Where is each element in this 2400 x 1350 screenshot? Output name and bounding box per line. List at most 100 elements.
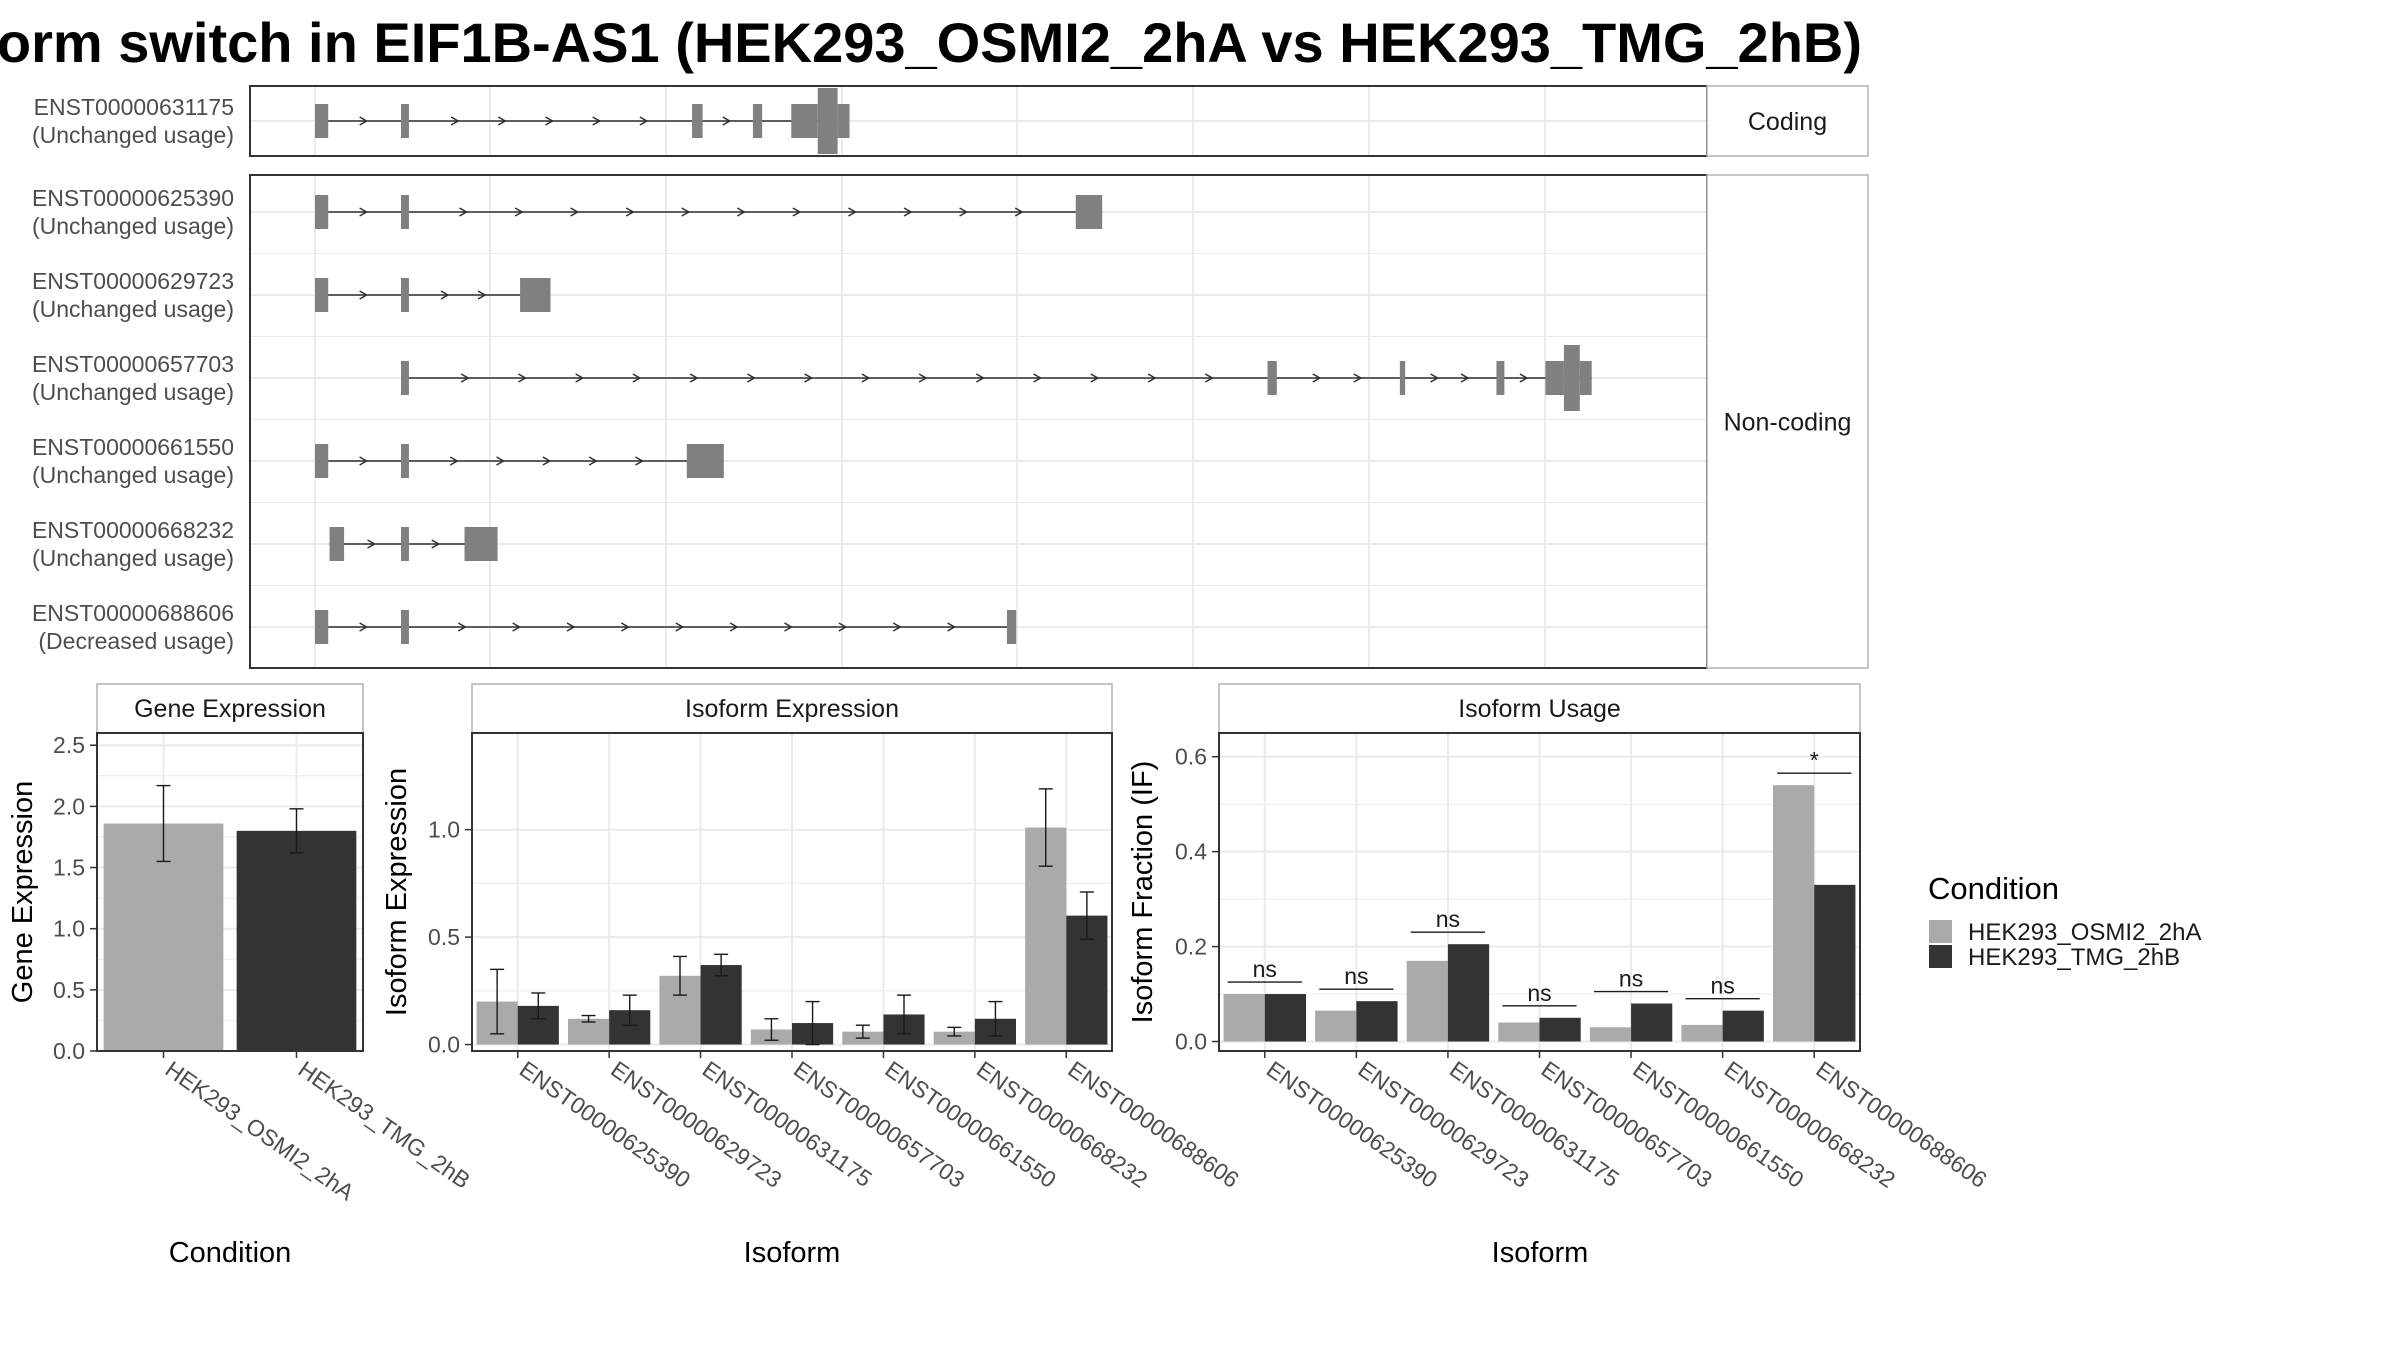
exon-block <box>791 104 818 138</box>
transcript-ENST00000668232: ENST00000668232(Unchanged usage) <box>32 517 498 571</box>
x-tick-label: ENST00000668232 <box>1720 1056 1900 1193</box>
intron-direction-arrow <box>903 207 913 217</box>
intron-direction-arrow <box>545 116 555 126</box>
y-tick-label: 1.0 <box>428 817 460 843</box>
transcript-id-label: ENST00000629723 <box>32 268 234 294</box>
intron-direction-arrow <box>947 622 957 632</box>
intron-direction-arrow <box>861 373 871 383</box>
bar-ENST00000668232-HEK293_TMG_2hB <box>1722 1010 1764 1042</box>
intron-direction-arrow <box>542 456 552 466</box>
y-tick-label: 1.5 <box>53 855 85 881</box>
x-tick-label: ENST00000657703 <box>1537 1056 1717 1193</box>
intron-direction-arrow <box>1312 373 1322 383</box>
y-tick-label: 0.5 <box>428 924 460 950</box>
structure-plot-background <box>250 175 1707 668</box>
intron-direction-arrow <box>1033 373 1043 383</box>
intron-direction-arrow <box>625 207 635 217</box>
exon-block <box>329 527 345 561</box>
intron-direction-arrow <box>449 456 459 466</box>
intron-direction-arrow <box>431 539 441 549</box>
y-tick-label: 0.5 <box>53 977 85 1003</box>
bar-ENST00000661550-HEK293_TMG_2hB <box>1631 1003 1673 1042</box>
exon-block <box>400 104 409 138</box>
legend-item-label: HEK293_TMG_2hB <box>1968 944 2180 971</box>
intron-direction-arrow <box>459 207 469 217</box>
intron-direction-arrow <box>736 207 746 217</box>
intron-direction-arrow <box>460 373 470 383</box>
panel-strip-title: Gene Expression <box>134 695 326 723</box>
transcript-id-label: ENST00000668232 <box>32 517 234 543</box>
transcript-usage-label: (Decreased usage) <box>38 628 234 654</box>
y-axis-title: Isoform Fraction (IF) <box>1127 761 1159 1024</box>
exon-block <box>400 527 409 561</box>
intron-direction-arrow <box>639 116 649 126</box>
plot-border <box>96 732 364 1052</box>
x-tick-label: ENST00000629723 <box>606 1056 786 1193</box>
intron-direction-arrow <box>575 373 585 383</box>
intron-direction-arrow <box>1430 373 1440 383</box>
intron-direction-arrow <box>729 622 739 632</box>
exon-block <box>400 610 409 644</box>
intron-direction-arrow <box>359 116 369 126</box>
intron-direction-arrow <box>792 207 802 217</box>
panel-strip-title: Isoform Usage <box>1458 695 1621 723</box>
intron-direction-arrow <box>804 373 814 383</box>
intron-direction-arrow <box>681 207 691 217</box>
x-tick-label: ENST00000629723 <box>1353 1056 1533 1193</box>
exon-block <box>1496 361 1505 395</box>
y-tick-label: 2.5 <box>53 732 85 758</box>
intron-direction-arrow <box>959 207 969 217</box>
figure-title-text: Isoform switch in EIF1B-AS1 (HEK293_OSMI… <box>0 11 1862 74</box>
intron-direction-arrow <box>632 373 642 383</box>
panel-strip-title: Isoform Expression <box>685 695 899 723</box>
intron-direction-arrow <box>722 116 732 126</box>
isoform-expression-panel: Isoform Expression 0.0 0.5 1.0 ENST000006253… <box>381 683 1244 1269</box>
bar-ENST00000629723-HEK293_OSMI2_2hA <box>568 1018 610 1045</box>
x-tick-label: ENST00000661550 <box>1628 1056 1808 1193</box>
intron-direction-arrow <box>512 622 522 632</box>
intron-direction-arrow <box>675 622 685 632</box>
bar-ENST00000629723-HEK293_TMG_2hB <box>1356 1001 1398 1042</box>
bar-ENST00000688606-HEK293_OSMI2_2hA <box>1773 785 1815 1042</box>
intron-direction-arrow <box>1519 373 1529 383</box>
intron-direction-arrow <box>635 456 644 466</box>
intron-direction-arrow <box>367 539 377 549</box>
intron-direction-arrow <box>518 373 527 383</box>
intron-direction-arrow <box>975 373 985 383</box>
x-tick-label: ENST00000688606 <box>1811 1056 1991 1193</box>
y-tick-label: 0.6 <box>1175 744 1207 770</box>
structure-strip-label: Coding <box>1748 108 1827 136</box>
bar-ENST00000688606-HEK293_TMG_2hB <box>1814 884 1856 1042</box>
exon-block <box>752 104 763 138</box>
figure-title: Isoform switch in EIF1B-AS1 (HEK293_OSMI… <box>0 8 1862 78</box>
x-tick-label: ENST00000688606 <box>1063 1056 1243 1193</box>
bar-ENST00000661550-HEK293_OSMI2_2hA <box>1589 1027 1632 1042</box>
legend-swatch <box>1929 945 1952 968</box>
x-axis-title: Condition <box>169 1237 292 1269</box>
bar-ENST00000668232-HEK293_OSMI2_2hA <box>1681 1024 1723 1042</box>
transcript-id-label: ENST00000625390 <box>32 185 234 211</box>
intron-direction-arrow <box>689 373 699 383</box>
legend-swatch <box>1929 920 1952 943</box>
y-tick-label: 2.0 <box>53 793 85 819</box>
intron-direction-arrow <box>440 290 450 300</box>
exon-block <box>1267 361 1277 395</box>
intron-direction-arrow <box>1147 373 1157 383</box>
intron-direction-arrow <box>1090 373 1100 383</box>
structure-strip-label: Non-coding <box>1724 409 1852 437</box>
exon-block <box>1006 610 1017 644</box>
intron-direction-arrow <box>621 622 630 632</box>
intron-direction-arrow <box>496 456 506 466</box>
exon-block <box>1545 361 1564 395</box>
intron-direction-arrow <box>892 622 902 632</box>
x-tick-label: ENST00000631175 <box>1445 1056 1624 1192</box>
exon-block <box>400 444 409 478</box>
x-tick-label: ENST00000625390 <box>1262 1056 1442 1193</box>
intron-direction-arrow <box>747 373 756 383</box>
transcript-usage-label: (Unchanged usage) <box>32 379 234 405</box>
intron-direction-arrow <box>450 116 460 126</box>
transcript-usage-label: (Unchanged usage) <box>32 213 234 239</box>
intron-direction-arrow <box>1204 373 1214 383</box>
